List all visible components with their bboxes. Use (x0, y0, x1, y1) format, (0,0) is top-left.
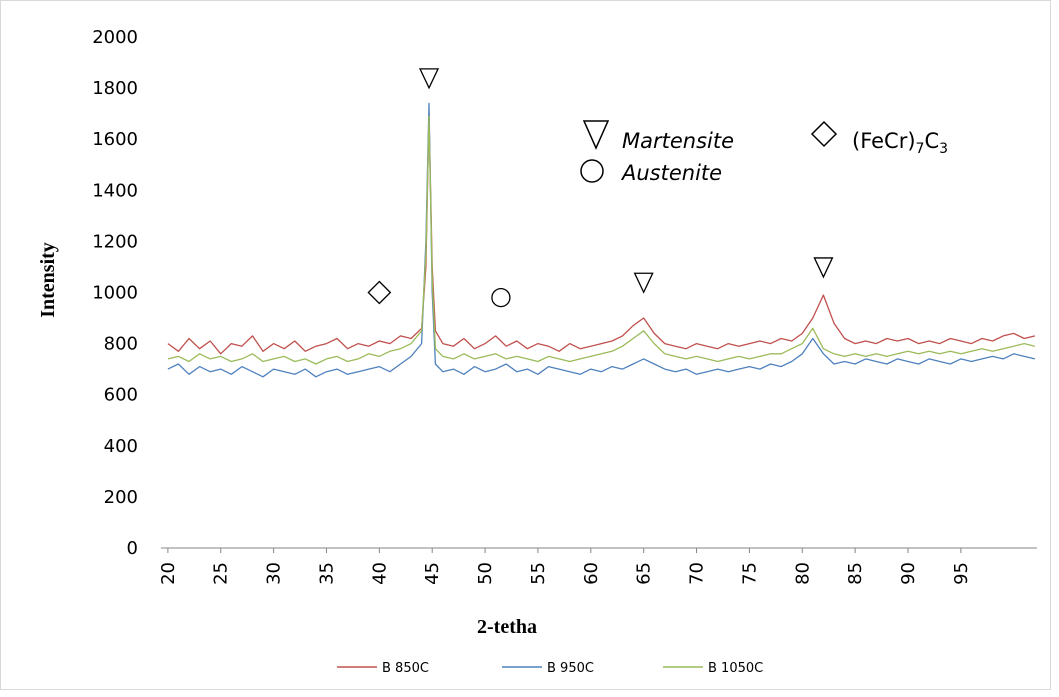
formula-sub: 3 (939, 141, 948, 157)
formula-sub: 7 (916, 141, 925, 157)
formula-part: (FeCr) (852, 129, 916, 153)
y-tick-label: 1200 (92, 231, 138, 252)
x-tick-label: 60 (581, 562, 602, 585)
x-tick-label: 25 (211, 562, 232, 585)
x-tick-label: 55 (528, 562, 549, 585)
x-tick-label: 40 (369, 562, 390, 585)
y-tick-label: 0 (127, 538, 138, 559)
peak-marker (367, 280, 392, 305)
x-tick-label: 80 (792, 562, 813, 585)
x-tick-label: 20 (158, 562, 179, 585)
series-line (167, 113, 1036, 355)
legend-label: B 850C (382, 661, 429, 676)
x-tick-label: 75 (739, 562, 760, 585)
y-tick-label: 400 (104, 436, 138, 457)
key-triangle (582, 120, 610, 150)
x-axis-title: 2-tetha (477, 616, 537, 638)
y-tick-label: 1000 (92, 283, 138, 304)
x-tick-label: 95 (951, 562, 972, 585)
x-tick-label: 35 (316, 562, 337, 585)
y-tick-label: 200 (104, 487, 138, 508)
x-tick-label: 45 (422, 562, 443, 585)
y-tick-label: 800 (104, 334, 138, 355)
y-tick-label: 1400 (92, 180, 138, 201)
peak-marker (419, 68, 440, 90)
y-tick-label: 2000 (92, 27, 138, 48)
series-line (167, 115, 1036, 365)
x-tick-label: 70 (687, 562, 708, 585)
formula-part: C (924, 129, 939, 153)
annotation: Martensite (622, 129, 734, 153)
legend-label: B 1050C (708, 661, 763, 676)
annotation: (FeCr)7C3 (852, 129, 948, 157)
x-tick-label: 85 (845, 562, 866, 585)
key-diamond (810, 120, 838, 148)
y-tick-label: 1600 (92, 129, 138, 150)
key-circle (580, 159, 604, 183)
peak-marker (813, 257, 834, 279)
y-tick-label: 1800 (92, 78, 138, 99)
y-tick-label: 600 (104, 385, 138, 406)
annotation: Austenite (620, 161, 722, 185)
x-tick-label: 30 (264, 562, 285, 585)
peak-marker (633, 272, 654, 294)
x-tick-label: 90 (898, 562, 919, 585)
x-tick-label: 50 (475, 562, 496, 585)
peak-marker (491, 287, 511, 308)
y-axis-title: Intensity (37, 242, 59, 318)
series-line (167, 102, 1036, 378)
x-tick-label: 65 (634, 562, 655, 585)
legend-label: B 950C (547, 661, 594, 676)
